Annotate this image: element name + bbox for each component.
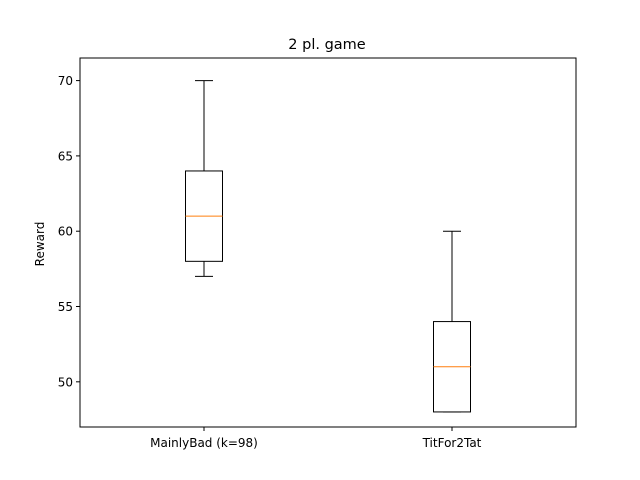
y-tick-label: 70 [58, 74, 73, 88]
y-tick-label: 50 [58, 375, 73, 389]
x-axis: MainlyBad (k=98) TitFor2Tat [150, 427, 482, 450]
y-axis: 50 55 60 65 70 [58, 74, 80, 389]
boxes-group [185, 80, 471, 413]
x-tick-label: TitFor2Tat [422, 436, 482, 450]
chart-title: 2 pl. game [288, 37, 365, 53]
x-tick-label: MainlyBad (k=98) [150, 436, 258, 450]
y-axis-label: Reward [33, 222, 47, 267]
y-tick-label: 60 [58, 225, 73, 239]
box-1 [185, 80, 223, 277]
box-2 [433, 230, 471, 413]
y-tick-label: 65 [58, 149, 73, 163]
y-tick-label: 55 [58, 300, 73, 314]
plot-frame [79, 57, 577, 428]
